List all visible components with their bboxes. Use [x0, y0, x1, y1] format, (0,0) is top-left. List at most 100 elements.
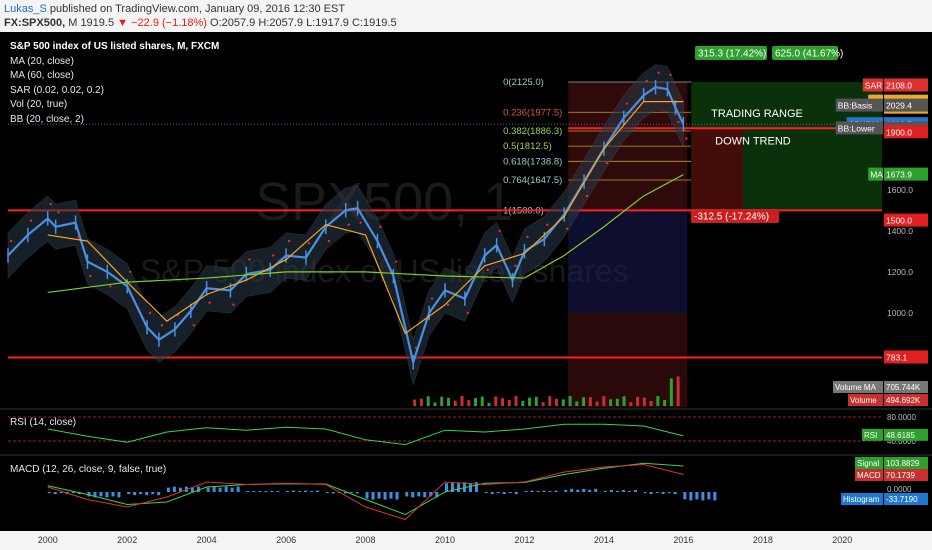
- macd-histogram-bar: [576, 489, 580, 492]
- macd-histogram-bar: [270, 491, 274, 492]
- volume-bar: [413, 399, 417, 406]
- down-arrow-icon: ▼: [117, 17, 129, 29]
- macd-histogram-bar: [429, 492, 433, 497]
- price-tag-value: 1500.0: [886, 216, 912, 226]
- macd-histogram-bar: [451, 482, 454, 492]
- fib-label: 0(2125.0): [503, 77, 544, 88]
- fib-label: 0.764(1647.5): [503, 175, 562, 186]
- macd-signal-line: [47, 462, 684, 516]
- macd-histogram-bar: [475, 482, 478, 492]
- x-tick-label: 2010: [435, 535, 455, 545]
- volume-bar: [615, 398, 619, 406]
- volume-bar: [440, 396, 444, 406]
- volume-bar: [676, 376, 680, 406]
- rsi-pane-label[interactable]: RSI (14, close): [10, 417, 77, 428]
- legend-vol[interactable]: Vol (20, true): [10, 99, 68, 110]
- macd-histogram-bar: [246, 491, 250, 492]
- volume-bar: [467, 400, 471, 406]
- macd-histogram-bar: [603, 490, 607, 492]
- macd-histogram-bar: [212, 486, 216, 492]
- symbol-label: FX:SPX500,: [4, 17, 66, 29]
- fib-label: 0.236(1977.5): [503, 107, 562, 118]
- loss-annotation-bg: [691, 209, 779, 223]
- volume-bar: [487, 402, 491, 406]
- macd-histogram-bar: [490, 492, 494, 495]
- macd-histogram-bar: [139, 492, 143, 495]
- volume-tag-bg: [848, 394, 883, 406]
- macd-histogram-bar: [695, 492, 699, 500]
- macd-histogram-bar: [594, 488, 598, 492]
- legend-sar[interactable]: SAR (0.02, 0.02, 0.2): [10, 84, 104, 96]
- macd-histogram-bar: [47, 492, 51, 494]
- price-tag-name: SAR: [865, 80, 882, 90]
- sar-dot: [347, 223, 350, 226]
- macd-histogram-bar: [633, 489, 637, 492]
- sar-dot: [307, 241, 311, 245]
- x-tick-label: 2020: [832, 535, 852, 545]
- legend-bb[interactable]: BB (20, close, 2): [10, 113, 84, 125]
- author-link[interactable]: Lukas_S: [4, 3, 47, 15]
- sar-dot: [446, 303, 450, 306]
- macd-histogram-bar: [701, 492, 705, 501]
- macd-histogram-bar: [166, 487, 170, 492]
- macd-histogram-bar: [292, 490, 296, 492]
- legend-ma20[interactable]: MA (20, close): [10, 55, 74, 67]
- macd-histogram-bar: [298, 491, 302, 492]
- sar-dot: [160, 324, 164, 327]
- legend-ma60[interactable]: MA (60, close): [10, 70, 74, 81]
- macd-histogram-bar: [570, 488, 574, 492]
- rsi-tick-80: 80.0000: [887, 413, 916, 422]
- sar-dot: [526, 235, 529, 239]
- volume-bar: [649, 400, 653, 406]
- volume-bar: [622, 396, 626, 406]
- macd-histogram-bar: [423, 492, 427, 498]
- sar-dot: [546, 223, 549, 226]
- x-tick-label: 2002: [117, 535, 137, 545]
- rsi-value-bg: [884, 428, 928, 441]
- macd-histogram-bar: [496, 492, 500, 494]
- macd-signal-tag-value-bg: [884, 457, 928, 469]
- macd-histogram-bar: [151, 492, 155, 495]
- sar-dot: [625, 102, 628, 105]
- x-tick-label: 2000: [38, 535, 58, 545]
- y-tick-label: 1200.0: [887, 267, 913, 277]
- price-tag-value-bg: [884, 167, 928, 181]
- macd-histogram-bar: [383, 492, 387, 500]
- sar-dot: [498, 229, 501, 233]
- x-tick-label: 2018: [753, 535, 773, 545]
- fib-label: 0.382(1886.3): [503, 126, 562, 137]
- macd-histogram-bar: [218, 487, 222, 492]
- sar-dot: [565, 227, 569, 230]
- macd-histogram-bar: [196, 486, 200, 492]
- ohlc-open: O:2057.9: [210, 17, 256, 29]
- macd-tag-value-bg: [884, 469, 928, 481]
- price-tag-value: 2108.0: [886, 80, 912, 90]
- macd-histogram-bar: [224, 486, 228, 492]
- macd-histogram-bar: [105, 492, 109, 498]
- volume-bar: [656, 396, 660, 406]
- price-chart-svg[interactable]: SPX500, 1 S&P 500 index of US listed shar…: [0, 32, 932, 550]
- macd-histogram-tag-value: -33.7190: [886, 495, 918, 504]
- macd-histogram-bar: [230, 487, 234, 492]
- macd-histogram-bar: [564, 489, 568, 492]
- ma20-line: [47, 101, 684, 335]
- price-tag-name: BB:Basis: [838, 101, 873, 111]
- macd-tag-label: MACD: [857, 471, 881, 480]
- price-tag-value: 783.1: [886, 353, 908, 363]
- y-tick-label: 1600.0: [887, 185, 913, 195]
- macd-signal-tag-value: 103.8829: [886, 459, 920, 468]
- macd-histogram-bar: [310, 491, 314, 492]
- macd-pane-label[interactable]: MACD (12, 26, close, 9, false, true): [10, 464, 167, 475]
- fib-label: 0.618(1738.8): [503, 156, 562, 167]
- sar-dot: [208, 301, 211, 304]
- sar-dot: [486, 268, 489, 272]
- volume-bar: [575, 401, 579, 406]
- sar-dot: [287, 239, 291, 243]
- publish-text: published on TradingView.com, January 09…: [49, 3, 346, 15]
- volume-bar: [426, 396, 430, 406]
- price-tag-value: 1900.0: [886, 127, 912, 137]
- volume-bar: [629, 402, 633, 406]
- volume-bar: [534, 396, 538, 406]
- macd-histogram-bar: [99, 492, 103, 497]
